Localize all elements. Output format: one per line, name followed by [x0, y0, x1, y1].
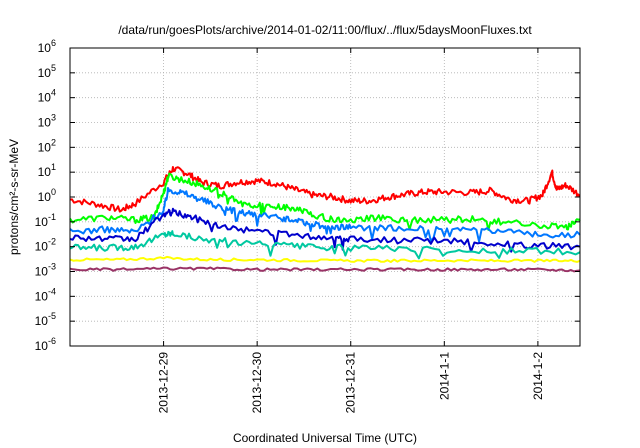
y-tick-exponent: 5 [51, 63, 56, 73]
series-line [69, 187, 581, 243]
y-tick-exponent: -6 [48, 336, 56, 346]
y-tick-exponent: 6 [51, 38, 56, 48]
series-line [69, 166, 581, 213]
y-tick-exponent: 1 [51, 162, 56, 172]
x-tick-labels: 2013-12-29 2013-12-30 2013-12-31 2014-1-1 20… [157, 352, 545, 414]
y-axis-label: protons/cm²-s-sr-MeV [7, 139, 21, 255]
y-tick-label: 10-4 [35, 286, 56, 303]
y-tick-exponent: -5 [48, 311, 56, 321]
y-tick-label: 103 [38, 113, 56, 130]
series-line [69, 255, 581, 263]
x-tick-label: 2013-12-29 [157, 352, 171, 414]
series-line [69, 172, 581, 231]
y-tick-exponent: 2 [51, 137, 56, 147]
y-tick-exponent: -4 [48, 286, 56, 296]
x-tick-label: 2014-1-2 [531, 352, 545, 400]
y-tick-label: 106 [38, 38, 56, 55]
y-tick-exponent: 4 [51, 88, 56, 98]
x-tick-label: 2014-1-1 [437, 352, 451, 400]
series-line [69, 266, 581, 273]
series-line [69, 230, 581, 260]
y-tick-exponent: 3 [51, 113, 56, 123]
y-tick-label: 104 [38, 88, 56, 105]
series-line [69, 207, 581, 253]
y-tick-exponent: 0 [51, 187, 56, 197]
y-tick-label: 10-3 [35, 262, 56, 279]
x-tick-label: 2013-12-31 [344, 352, 358, 414]
y-tick-label: 10-1 [35, 212, 56, 229]
y-tick-label: 10-6 [35, 336, 56, 353]
series-lines [69, 166, 581, 273]
axis-ticks [70, 47, 580, 347]
y-tick-label: 105 [38, 63, 56, 80]
y-tick-labels: 10-610-510-410-310-210-11001011021031041… [35, 38, 56, 353]
y-tick-exponent: -1 [48, 212, 56, 222]
x-axis-label: Coordinated Universal Time (UTC) [233, 431, 417, 445]
y-tick-label: 101 [38, 162, 56, 179]
grid [70, 48, 580, 346]
y-tick-label: 102 [38, 137, 56, 154]
chart-title: /data/run/goesPlots/archive/2014-01-02/1… [118, 23, 532, 37]
y-tick-exponent: -3 [48, 262, 56, 272]
y-tick-label: 100 [38, 187, 56, 204]
x-tick-label: 2013-12-30 [250, 352, 264, 414]
y-tick-label: 10-2 [35, 237, 56, 254]
y-tick-exponent: -2 [48, 237, 56, 247]
y-tick-label: 10-5 [35, 311, 56, 328]
